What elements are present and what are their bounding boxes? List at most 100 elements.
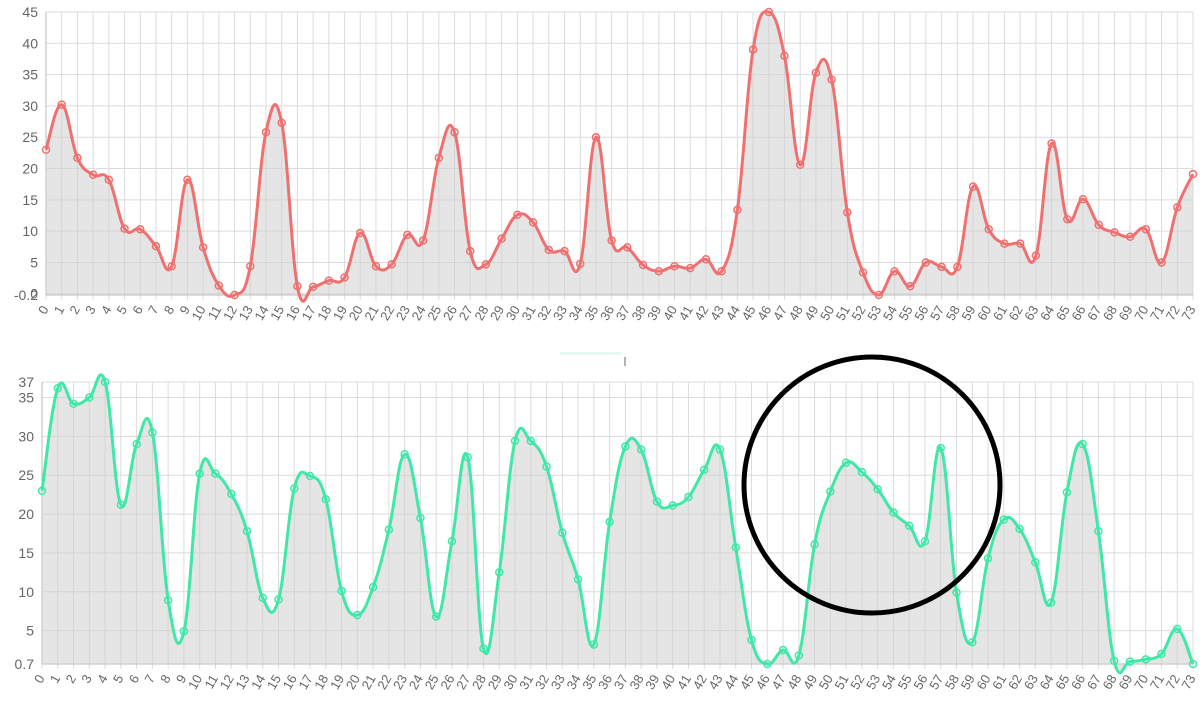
data-point[interactable] <box>731 543 741 552</box>
data-point[interactable] <box>558 528 567 537</box>
data-point[interactable] <box>85 393 94 402</box>
data-point[interactable] <box>654 266 664 276</box>
data-point[interactable] <box>780 51 789 61</box>
data-point[interactable] <box>353 610 362 620</box>
data-point[interactable] <box>843 208 852 217</box>
data-point[interactable] <box>1141 655 1150 664</box>
data-point[interactable] <box>481 260 491 269</box>
data-point[interactable] <box>544 245 554 255</box>
data-point[interactable] <box>1110 228 1119 237</box>
data-point[interactable] <box>858 268 868 277</box>
data-point[interactable] <box>371 261 381 271</box>
data-point[interactable] <box>841 458 851 468</box>
data-point[interactable] <box>1046 598 1056 607</box>
data-point[interactable] <box>384 525 394 534</box>
data-point[interactable] <box>41 145 51 154</box>
data-point[interactable] <box>57 100 66 109</box>
data-point[interactable] <box>277 118 286 128</box>
data-point[interactable] <box>920 537 930 546</box>
data-point[interactable] <box>403 230 412 240</box>
data-point[interactable] <box>1109 656 1119 666</box>
data-point[interactable] <box>431 612 441 621</box>
data-point[interactable] <box>167 261 176 271</box>
data-point[interactable] <box>1172 624 1182 634</box>
data-point[interactable] <box>542 462 551 471</box>
data-point[interactable] <box>1157 649 1166 659</box>
data-point[interactable] <box>151 241 161 251</box>
data-point[interactable] <box>560 246 569 256</box>
data-point[interactable] <box>874 290 884 300</box>
data-point[interactable] <box>591 132 601 142</box>
data-point[interactable] <box>1015 524 1024 534</box>
data-point[interactable] <box>290 484 299 493</box>
data-point[interactable] <box>447 537 457 546</box>
data-point[interactable] <box>100 377 110 387</box>
data-point[interactable] <box>242 526 252 536</box>
data-point[interactable] <box>528 218 538 227</box>
data-point[interactable] <box>1188 169 1198 179</box>
data-point[interactable] <box>621 442 630 451</box>
data-point[interactable] <box>904 521 914 530</box>
data-point[interactable] <box>1031 251 1041 260</box>
data-point[interactable] <box>69 399 78 409</box>
data-point[interactable] <box>589 640 599 649</box>
data-point[interactable] <box>764 7 774 17</box>
data-point[interactable] <box>368 582 378 592</box>
data-point[interactable] <box>999 515 1009 524</box>
data-point[interactable] <box>321 495 331 504</box>
data-point[interactable] <box>337 586 346 596</box>
data-point[interactable] <box>699 465 709 475</box>
data-point[interactable] <box>179 627 189 636</box>
data-point[interactable] <box>510 436 520 446</box>
data-point[interactable] <box>211 469 220 478</box>
data-point[interactable] <box>305 471 315 481</box>
data-point[interactable] <box>652 497 662 506</box>
data-point[interactable] <box>827 75 836 84</box>
data-point[interactable] <box>607 236 616 245</box>
data-point[interactable] <box>1125 657 1135 666</box>
data-point[interactable] <box>733 205 742 215</box>
data-point[interactable] <box>387 260 396 269</box>
data-point[interactable] <box>526 436 536 446</box>
data-point[interactable] <box>132 439 141 449</box>
data-point[interactable] <box>1173 203 1182 212</box>
data-point[interactable] <box>937 262 946 272</box>
data-point[interactable] <box>120 224 129 233</box>
data-point[interactable] <box>575 259 585 268</box>
data-point[interactable] <box>308 282 318 292</box>
data-point[interactable] <box>573 575 583 584</box>
data-point[interactable] <box>450 127 459 137</box>
data-point[interactable] <box>104 175 114 185</box>
data-point[interactable] <box>685 263 695 273</box>
data-point[interactable] <box>136 225 145 234</box>
data-point[interactable] <box>494 568 504 577</box>
data-point[interactable] <box>857 467 867 477</box>
data-point[interactable] <box>953 262 962 272</box>
data-point[interactable] <box>148 428 157 437</box>
data-point[interactable] <box>1094 220 1103 230</box>
data-point[interactable] <box>274 595 283 604</box>
data-point[interactable] <box>479 644 488 653</box>
data-point[interactable] <box>513 210 522 220</box>
data-point[interactable] <box>778 645 788 655</box>
data-point[interactable] <box>230 290 239 300</box>
data-point[interactable] <box>183 175 192 185</box>
data-point[interactable] <box>293 281 302 291</box>
data-point[interactable] <box>748 45 758 54</box>
data-point[interactable] <box>497 234 506 243</box>
data-point[interactable] <box>324 276 334 285</box>
data-point[interactable] <box>623 243 632 252</box>
data-point[interactable] <box>717 266 726 276</box>
data-point[interactable] <box>1000 239 1009 248</box>
data-point[interactable] <box>1015 239 1025 248</box>
data-point[interactable] <box>73 153 82 163</box>
data-point[interactable] <box>463 453 472 462</box>
data-point[interactable] <box>418 236 428 245</box>
data-point[interactable] <box>116 500 126 509</box>
data-point[interactable] <box>889 508 898 517</box>
data-point[interactable] <box>214 281 224 290</box>
data-point[interactable] <box>701 255 711 264</box>
data-point[interactable] <box>810 540 819 549</box>
data-point[interactable] <box>1078 439 1087 449</box>
data-point[interactable] <box>983 554 993 563</box>
